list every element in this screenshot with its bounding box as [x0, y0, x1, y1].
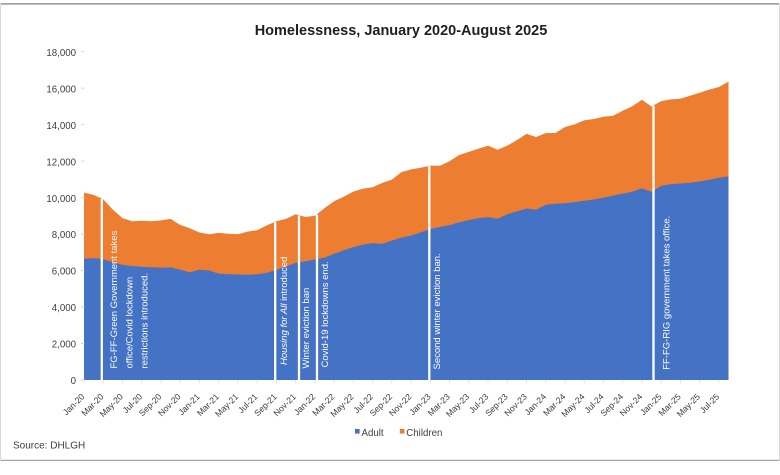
- svg-text:Source: DHLGH: Source: DHLGH: [13, 440, 85, 451]
- svg-text:2,000: 2,000: [52, 340, 77, 351]
- svg-text:16,000: 16,000: [46, 84, 76, 95]
- svg-text:Children: Children: [406, 428, 442, 439]
- svg-text:FF-FG-RIG government takes off: FF-FG-RIG government takes office.: [662, 216, 673, 370]
- svg-text:12,000: 12,000: [46, 157, 76, 168]
- svg-text:Homelessness, January 2020-Aug: Homelessness, January 2020-August 2025: [255, 23, 548, 39]
- svg-text:Housing for All introduced: Housing for All introduced: [279, 257, 290, 365]
- svg-text:8,000: 8,000: [52, 230, 77, 241]
- svg-text:18,000: 18,000: [46, 48, 76, 59]
- svg-text:office/Covid lockdown: office/Covid lockdown: [124, 277, 135, 369]
- svg-text:14,000: 14,000: [46, 121, 76, 132]
- svg-text:FG-FF-Green Government takes: FG-FF-Green Government takes: [109, 230, 120, 368]
- svg-text:10,000: 10,000: [46, 194, 76, 205]
- svg-text:Winter eviction ban: Winter eviction ban: [301, 288, 312, 369]
- svg-text:Covid-19 lockdowns end.: Covid-19 lockdowns end.: [320, 261, 331, 367]
- svg-text:restrictions introduced.: restrictions introduced.: [140, 273, 151, 369]
- svg-text:Adult: Adult: [362, 428, 384, 439]
- svg-text:0: 0: [71, 376, 77, 387]
- svg-text:6,000: 6,000: [52, 267, 77, 278]
- svg-text:4,000: 4,000: [52, 303, 77, 314]
- svg-text:Second winter eviction ban.: Second winter eviction ban.: [432, 253, 443, 369]
